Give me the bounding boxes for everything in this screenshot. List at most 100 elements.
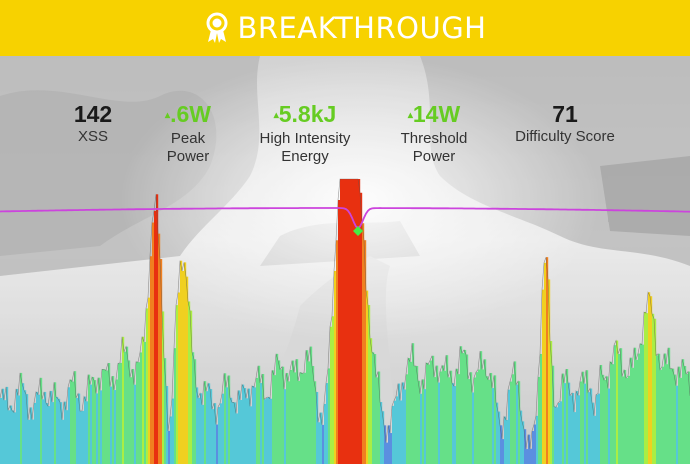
power-bar bbox=[86, 401, 89, 464]
power-bar bbox=[508, 389, 511, 464]
power-bar bbox=[56, 396, 59, 464]
power-bar bbox=[496, 402, 499, 464]
power-bar bbox=[350, 179, 353, 464]
power-bar bbox=[514, 361, 517, 464]
power-bar bbox=[526, 449, 529, 464]
power-bar bbox=[608, 388, 611, 464]
power-bar bbox=[254, 387, 257, 464]
power-bar bbox=[220, 403, 223, 464]
power-bar bbox=[528, 434, 531, 464]
power-bar bbox=[368, 305, 371, 464]
power-bar bbox=[574, 412, 577, 464]
power-bar bbox=[410, 361, 413, 464]
power-bar bbox=[256, 377, 259, 464]
power-bar bbox=[594, 415, 597, 464]
power-bar bbox=[542, 289, 545, 464]
power-bar bbox=[356, 179, 359, 464]
power-bar bbox=[58, 398, 61, 464]
power-bar bbox=[648, 292, 651, 464]
power-bar bbox=[64, 401, 67, 464]
power-bar bbox=[340, 179, 343, 464]
power-bar bbox=[498, 411, 501, 464]
power-bar bbox=[600, 364, 603, 464]
power-bar bbox=[300, 372, 303, 464]
power-bar bbox=[118, 363, 121, 464]
power-bar bbox=[668, 347, 671, 464]
power-bar bbox=[156, 194, 159, 464]
power-bar bbox=[628, 375, 631, 464]
power-bar bbox=[26, 394, 29, 464]
power-bar bbox=[314, 381, 317, 464]
power-bar bbox=[586, 370, 589, 464]
power-bar bbox=[44, 391, 47, 464]
power-bar bbox=[334, 270, 337, 464]
power-chart bbox=[0, 178, 690, 464]
power-bar bbox=[394, 400, 397, 464]
power-bar bbox=[618, 353, 621, 464]
power-bar bbox=[202, 404, 205, 464]
power-bar bbox=[210, 389, 213, 464]
power-bar bbox=[240, 399, 243, 464]
power-bar bbox=[632, 367, 635, 464]
power-bar bbox=[94, 380, 97, 464]
power-bar bbox=[552, 365, 555, 464]
power-bar bbox=[596, 394, 599, 464]
power-bar bbox=[444, 370, 447, 464]
power-bar bbox=[540, 353, 543, 464]
power-bar bbox=[236, 413, 239, 464]
power-bar bbox=[604, 379, 607, 464]
power-bar bbox=[276, 353, 279, 464]
power-bar bbox=[90, 384, 93, 464]
power-bar bbox=[390, 433, 393, 464]
power-bar bbox=[438, 382, 441, 464]
power-bar bbox=[272, 370, 275, 464]
power-bar bbox=[666, 364, 669, 464]
power-bar bbox=[616, 340, 619, 464]
power-bar bbox=[428, 364, 431, 464]
power-bar bbox=[682, 359, 685, 464]
power-bar bbox=[484, 359, 487, 464]
power-bar bbox=[212, 409, 215, 464]
power-bar bbox=[66, 410, 69, 464]
power-bar bbox=[226, 387, 229, 464]
power-bar bbox=[140, 352, 143, 464]
power-bar bbox=[312, 365, 315, 464]
power-bar bbox=[382, 411, 385, 464]
power-bar bbox=[288, 381, 291, 464]
power-bar bbox=[172, 398, 175, 464]
power-bar bbox=[248, 388, 251, 464]
breakthrough-banner: BREAKTHROUGH bbox=[0, 0, 690, 56]
power-bar bbox=[592, 402, 595, 464]
power-bar bbox=[398, 383, 401, 464]
power-bar bbox=[374, 354, 377, 464]
power-bar bbox=[504, 416, 507, 464]
power-bar bbox=[370, 338, 373, 464]
power-bar bbox=[216, 424, 219, 464]
power-bar bbox=[492, 388, 495, 464]
power-bar bbox=[500, 425, 503, 464]
power-bar bbox=[242, 384, 245, 464]
power-bar bbox=[260, 383, 263, 464]
power-bar bbox=[54, 382, 57, 464]
power-bar bbox=[120, 362, 123, 464]
power-bar bbox=[250, 406, 253, 464]
power-bar bbox=[102, 369, 105, 464]
power-bar bbox=[566, 368, 569, 464]
power-bar bbox=[524, 429, 527, 464]
power-bar bbox=[126, 346, 129, 464]
power-bar bbox=[478, 369, 481, 464]
power-bar bbox=[200, 393, 203, 464]
power-bar bbox=[420, 393, 423, 464]
power-bar bbox=[34, 402, 37, 464]
power-bar bbox=[18, 395, 21, 464]
power-bar bbox=[454, 386, 457, 464]
power-bar bbox=[638, 353, 641, 464]
power-bar bbox=[476, 372, 479, 464]
power-bar bbox=[208, 383, 211, 464]
power-bar bbox=[154, 210, 157, 464]
power-bar bbox=[110, 386, 113, 464]
power-bar bbox=[72, 381, 75, 464]
power-bar bbox=[646, 313, 649, 464]
power-bar bbox=[316, 392, 319, 464]
power-bar bbox=[128, 360, 131, 464]
